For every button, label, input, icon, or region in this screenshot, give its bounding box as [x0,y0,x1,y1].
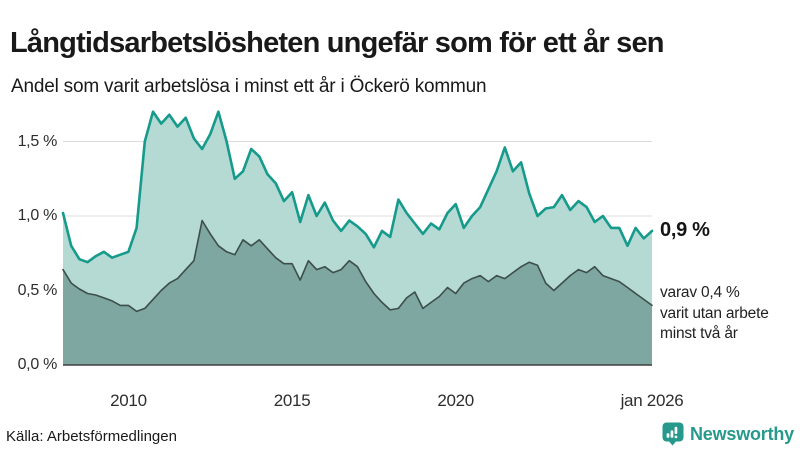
x-tick-label: 2010 [110,391,147,410]
x-tick-label: 2015 [273,391,311,410]
chart-subtitle: Andel som varit arbetslösa i minst ett å… [11,76,487,97]
newsworthy-wordmark: Newsworthy [689,423,794,444]
y-tick-label: 1,0 % [17,207,58,224]
y-tick-label: 0,5 % [17,281,58,299]
newsworthy-logo: Newsworthy [662,422,794,446]
y-tick-label: 1,5 % [17,132,58,150]
newsworthy-logo-icon [662,422,684,446]
area-series-1 [63,220,652,365]
x-tick-label: jan 2026 [620,391,684,410]
y-tick-label: 0,0 % [17,356,58,373]
line-series-1 [62,219,653,313]
source-label: Källa: Arbetsförmedlingen [6,428,177,445]
secondary-value-label: varav 0,4 % varit utan arbete minst två … [660,284,769,342]
x-tick-label: 2020 [437,391,474,410]
line-series-0 [61,110,654,264]
chart-title: Långtidsarbetslösheten ungefär som för e… [10,27,665,60]
latest-value-label: 0,9 % [660,219,710,241]
